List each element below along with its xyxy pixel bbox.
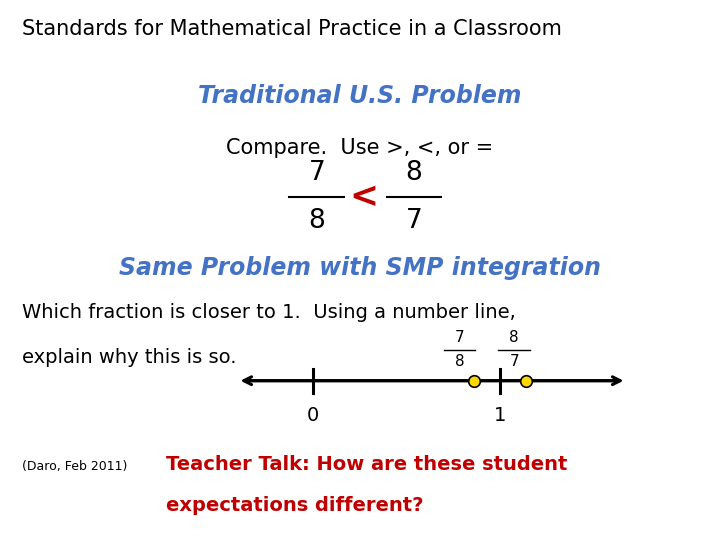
Text: 7: 7 — [308, 160, 325, 186]
Text: <: < — [349, 180, 378, 214]
Text: Which fraction is closer to 1.  Using a number line,: Which fraction is closer to 1. Using a n… — [22, 303, 516, 322]
Text: Traditional U.S. Problem: Traditional U.S. Problem — [198, 84, 522, 107]
Text: 7: 7 — [509, 354, 519, 369]
Text: 8: 8 — [509, 330, 519, 345]
Text: expectations different?: expectations different? — [166, 496, 423, 515]
Text: 0: 0 — [307, 406, 320, 425]
Text: 8: 8 — [454, 354, 464, 369]
Text: Same Problem with SMP integration: Same Problem with SMP integration — [119, 256, 601, 280]
Text: Standards for Mathematical Practice in a Classroom: Standards for Mathematical Practice in a… — [22, 19, 562, 39]
Text: 7: 7 — [405, 208, 423, 234]
Point — [520, 376, 531, 385]
Text: 1: 1 — [494, 406, 507, 425]
Point — [468, 376, 480, 385]
Text: (Daro, Feb 2011): (Daro, Feb 2011) — [22, 460, 127, 473]
Text: Teacher Talk: How are these student: Teacher Talk: How are these student — [166, 455, 567, 474]
Text: explain why this is so.: explain why this is so. — [22, 348, 236, 367]
Text: 8: 8 — [308, 208, 325, 234]
Text: Compare.  Use >, <, or =: Compare. Use >, <, or = — [226, 138, 494, 158]
Text: 8: 8 — [405, 160, 423, 186]
Text: 7: 7 — [454, 330, 464, 345]
